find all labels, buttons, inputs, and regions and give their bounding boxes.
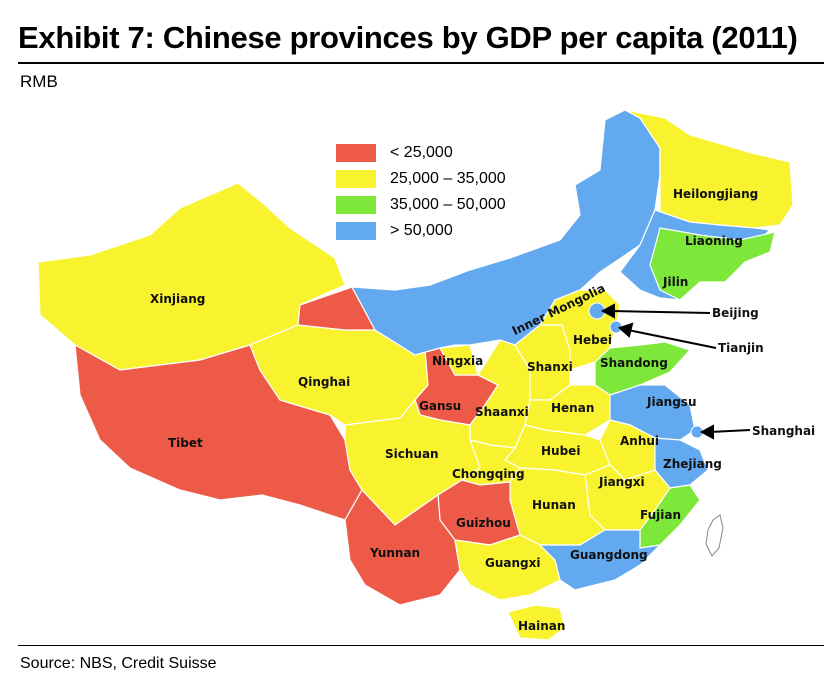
label-shanghai: Shanghai <box>752 424 815 438</box>
municipality-markers <box>588 302 704 439</box>
exhibit-title: Exhibit 7: Chinese provinces by GDP per … <box>18 20 798 55</box>
label-tianjin: Tianjin <box>718 341 764 355</box>
legend-swatch <box>336 170 376 188</box>
legend-item: > 50,000 <box>336 218 506 244</box>
label-jilin: Jilin <box>662 275 688 289</box>
source-divider <box>18 645 824 646</box>
label-guangdong: Guangdong <box>570 548 648 562</box>
taiwan-outline <box>705 514 724 557</box>
legend: < 25,000 25,000 – 35,000 35,000 – 50,000… <box>336 140 506 244</box>
label-heilongjiang: Heilongjiang <box>673 187 758 201</box>
label-xinjiang: Xinjiang <box>150 292 205 306</box>
label-beijing: Beijing <box>712 306 759 320</box>
legend-swatch <box>336 222 376 240</box>
label-jiangsu: Jiangsu <box>646 395 697 409</box>
legend-item: 35,000 – 50,000 <box>336 192 506 218</box>
legend-label: < 25,000 <box>390 144 453 161</box>
callout-labels: Beijing Tianjin Shanghai <box>712 306 815 438</box>
source-note: Source: NBS, Credit Suisse <box>20 655 217 672</box>
label-yunnan: Yunnan <box>369 546 420 560</box>
label-zhejiang: Zhejiang <box>663 457 722 471</box>
label-guangxi: Guangxi <box>485 556 540 570</box>
label-chongqing: Chongqing <box>452 467 525 481</box>
label-liaoning: Liaoning <box>685 234 743 248</box>
label-qinghai: Qinghai <box>298 375 350 389</box>
label-hainan: Hainan <box>518 619 565 633</box>
label-guizhou: Guizhou <box>456 516 511 530</box>
arrow-beijing <box>609 310 711 314</box>
label-ningxia: Ningxia <box>432 354 483 368</box>
legend-item: 25,000 – 35,000 <box>336 166 506 192</box>
label-jiangxi: Jiangxi <box>598 475 645 489</box>
legend-label: 35,000 – 50,000 <box>390 196 506 213</box>
legend-swatch <box>336 144 376 162</box>
legend-swatch <box>336 196 376 214</box>
label-hebei: Hebei <box>573 333 612 347</box>
label-sichuan: Sichuan <box>385 447 439 461</box>
legend-label: 25,000 – 35,000 <box>390 170 506 187</box>
province-liaoning <box>649 227 776 301</box>
province-shapes <box>37 109 794 641</box>
province-guangdong <box>538 529 662 591</box>
label-hubei: Hubei <box>541 444 580 458</box>
legend-label: > 50,000 <box>390 222 453 239</box>
label-fujian: Fujian <box>640 508 681 522</box>
label-shandong: Shandong <box>600 356 668 370</box>
label-gansu: Gansu <box>419 399 461 413</box>
arrow-tianjin <box>627 329 717 349</box>
unit-label: RMB <box>20 72 58 91</box>
label-anhui: Anhui <box>620 434 659 448</box>
label-henan: Henan <box>551 401 594 415</box>
title-underline <box>18 62 824 64</box>
callout-arrows <box>600 303 751 440</box>
label-shaanxi: Shaanxi <box>475 405 529 419</box>
label-shanxi: Shanxi <box>527 360 573 374</box>
province-hainan <box>507 604 566 641</box>
arrow-shanghai <box>709 429 751 433</box>
label-hunan: Hunan <box>532 498 576 512</box>
province-heilongjiang <box>624 109 794 229</box>
label-tibet: Tibet <box>168 436 203 450</box>
legend-item: < 25,000 <box>336 140 506 166</box>
